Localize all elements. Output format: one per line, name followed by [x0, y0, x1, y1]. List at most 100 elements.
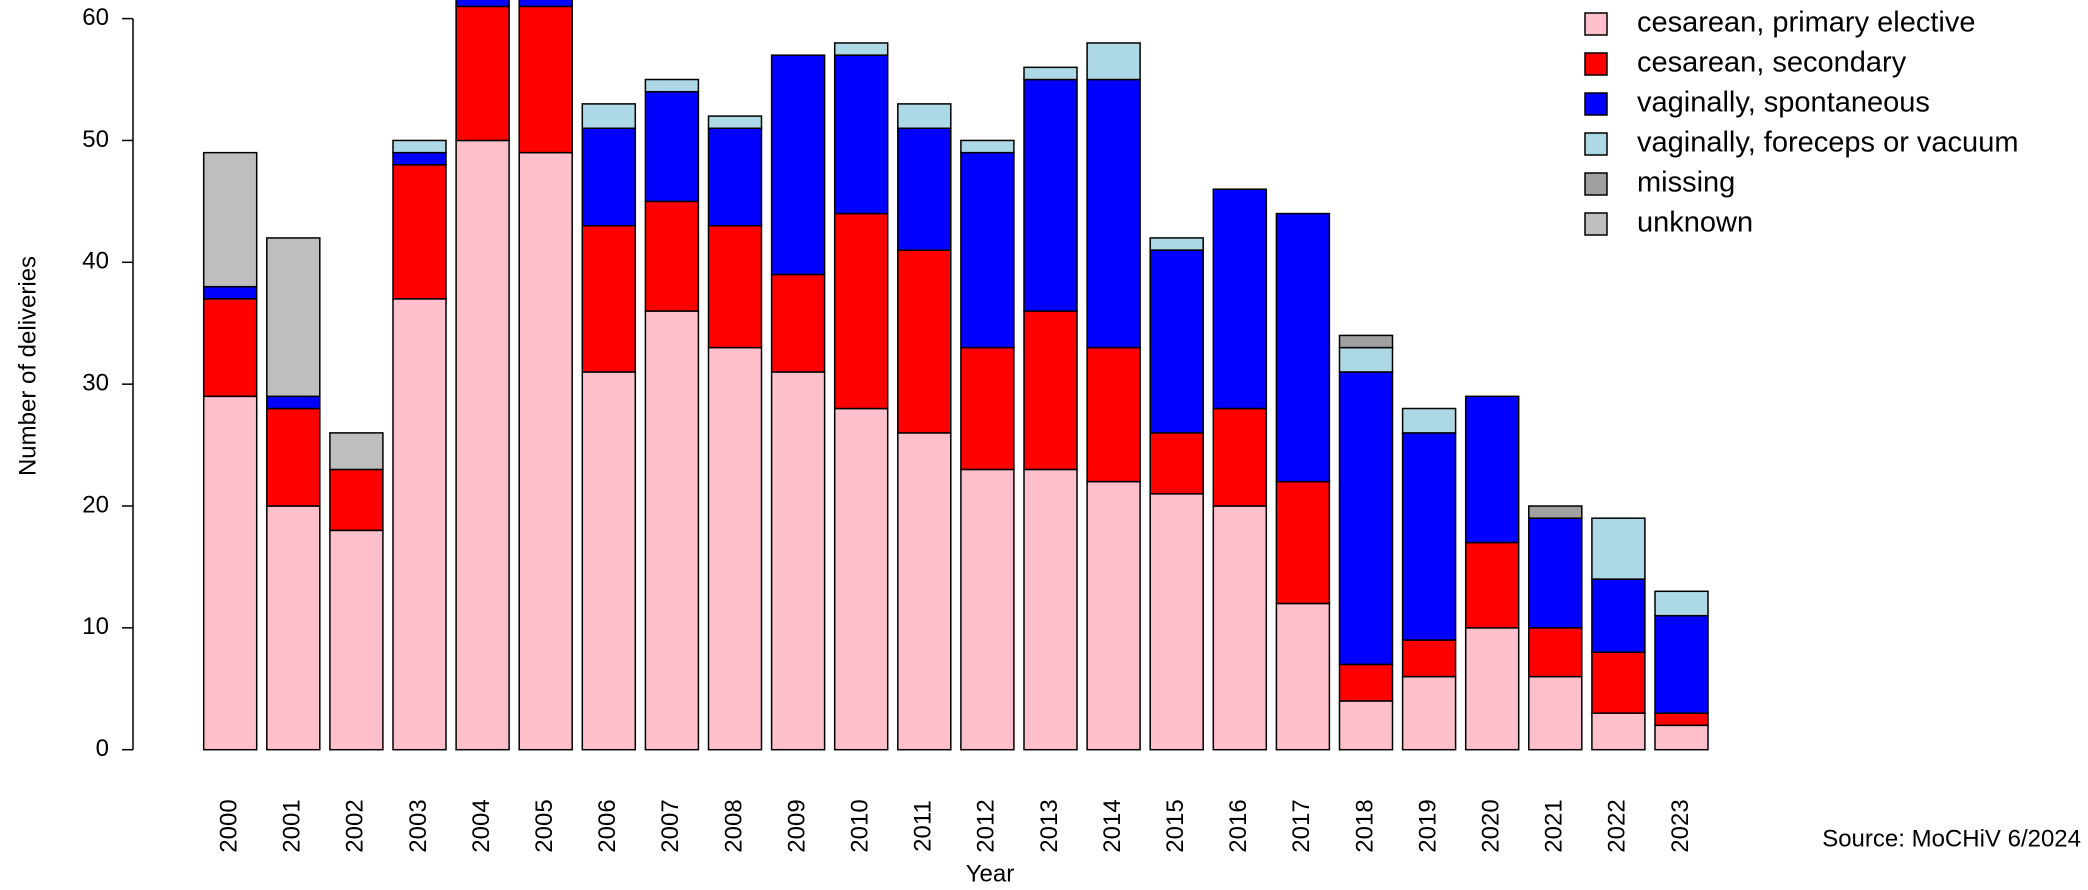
x-tick-label: 2016 — [1225, 799, 1252, 852]
bar-segment — [1591, 712, 1646, 751]
bar-segment — [329, 468, 384, 532]
x-axis-label: Year — [966, 860, 1015, 887]
bar-segment — [1275, 212, 1331, 483]
legend-swatch — [1584, 212, 1608, 236]
bar-segment — [581, 103, 637, 130]
legend-swatch — [1584, 172, 1608, 196]
y-tick-label: 10 — [82, 613, 109, 640]
bar-segment — [455, 5, 510, 142]
bar-segment — [1023, 468, 1078, 751]
bar-segment — [1338, 371, 1394, 666]
legend-label: missing — [1637, 167, 1735, 199]
y-tick-label: 60 — [82, 4, 109, 31]
bar-segment — [1401, 407, 1457, 434]
bar-segment — [518, 151, 573, 751]
bar-segment — [518, 5, 573, 154]
bar-segment — [707, 224, 763, 349]
x-tick-label: 2007 — [657, 799, 684, 852]
x-tick-label: 2009 — [783, 799, 810, 852]
bar-segment — [1023, 66, 1078, 81]
bar-segment — [202, 298, 258, 398]
x-tick-label: 2021 — [1541, 799, 1568, 852]
bar-segment — [1212, 505, 1268, 751]
legend-swatch — [1584, 52, 1608, 76]
bar-segment — [581, 127, 637, 227]
bar-segment — [202, 151, 258, 288]
bar-segment — [1591, 517, 1646, 580]
bar-segment — [960, 346, 1015, 471]
bar-segment — [833, 407, 889, 751]
bar-segment — [518, 0, 573, 8]
bar-segment — [1654, 590, 1709, 617]
y-tick-label: 50 — [82, 126, 109, 153]
bar-segment — [1275, 602, 1331, 751]
bar-segment — [1212, 407, 1268, 507]
bar-segment — [833, 54, 889, 215]
bar-segment — [1528, 517, 1583, 629]
bar-segment — [266, 407, 321, 507]
bar-segment — [329, 529, 384, 751]
bar-segment — [960, 468, 1015, 751]
bar-segment — [1528, 627, 1583, 678]
bar-segment — [1591, 651, 1646, 714]
bar-segment — [1023, 310, 1078, 471]
bar-segment — [1654, 712, 1709, 727]
legend-swatch — [1584, 12, 1608, 36]
source-note: Source: MoCHiV 6/2024 — [1822, 825, 2081, 852]
bar-segment — [266, 395, 321, 410]
bar-segment — [1528, 505, 1583, 519]
bar-segment — [644, 200, 700, 312]
bar-segment — [455, 139, 510, 751]
bar-segment — [707, 115, 763, 130]
bar-segment — [1654, 724, 1709, 751]
legend-label: unknown — [1637, 207, 1753, 239]
bar-segment — [644, 90, 700, 203]
bar-segment — [1528, 675, 1583, 751]
bar-segment — [770, 273, 826, 373]
y-tick-label: 40 — [82, 248, 109, 275]
bar-segment — [392, 298, 447, 751]
bar-segment — [202, 285, 258, 300]
bar-segment — [392, 139, 447, 154]
bar-segment — [707, 127, 763, 227]
x-tick-label: 2011 — [910, 800, 937, 852]
y-tick-label: 0 — [96, 735, 109, 762]
bar-segment — [1401, 432, 1457, 641]
bar-segment — [1086, 78, 1141, 349]
bar-segment — [266, 237, 321, 398]
bar-segment — [1338, 346, 1394, 373]
bar-segment — [897, 127, 952, 251]
bar-segment — [1149, 237, 1204, 251]
x-tick-label: 2015 — [1162, 799, 1189, 852]
bar-segment — [1023, 78, 1078, 312]
x-tick-label: 2020 — [1478, 799, 1505, 852]
x-tick-label: 2006 — [594, 799, 621, 852]
x-tick-label: 2019 — [1414, 799, 1441, 852]
bar-segment — [1401, 675, 1457, 751]
bar-segment — [392, 164, 447, 300]
x-tick-label: 2022 — [1604, 799, 1631, 852]
bar-segment — [833, 212, 889, 410]
x-tick-label: 2017 — [1288, 799, 1315, 852]
x-tick-label: 2005 — [531, 799, 558, 852]
bar-segment — [770, 371, 826, 751]
bar-segment — [1338, 334, 1394, 349]
bar-segment — [960, 151, 1015, 349]
bar-segment — [644, 310, 700, 751]
bar-segment — [833, 42, 889, 56]
legend-label: cesarean, primary elective — [1637, 7, 1975, 39]
legend-swatch — [1584, 132, 1608, 156]
bar-segment — [1338, 700, 1394, 751]
x-tick-label: 2014 — [1099, 799, 1126, 852]
bar-segment — [1086, 480, 1141, 751]
y-axis-label: Number of deliveries — [14, 256, 41, 476]
bar-segment — [202, 395, 258, 751]
x-tick-label: 2010 — [847, 799, 874, 852]
bar-segment — [960, 139, 1015, 154]
bar-segment — [1464, 541, 1520, 629]
x-tick-label: 2004 — [468, 799, 495, 852]
bar-segment — [1591, 578, 1646, 653]
bar-segment — [1464, 627, 1520, 751]
bar-segment — [1149, 432, 1204, 495]
